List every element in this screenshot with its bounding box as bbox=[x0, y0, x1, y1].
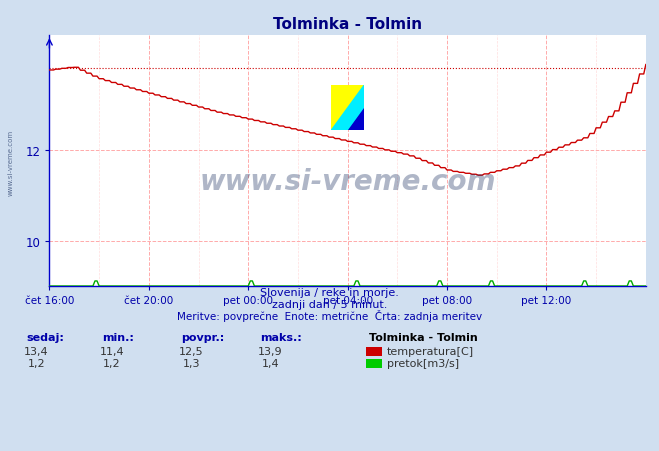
Text: min.:: min.: bbox=[102, 332, 134, 342]
Text: 13,9: 13,9 bbox=[258, 346, 283, 356]
Text: pretok[m3/s]: pretok[m3/s] bbox=[387, 358, 459, 368]
Text: 11,4: 11,4 bbox=[100, 346, 125, 356]
Text: 12,5: 12,5 bbox=[179, 346, 204, 356]
Text: 13,4: 13,4 bbox=[24, 346, 49, 356]
Polygon shape bbox=[331, 86, 364, 131]
Text: Slovenija / reke in morje.: Slovenija / reke in morje. bbox=[260, 287, 399, 297]
Text: Tolminka - Tolmin: Tolminka - Tolmin bbox=[369, 332, 478, 342]
Text: 1,2: 1,2 bbox=[28, 358, 45, 368]
Text: temperatura[C]: temperatura[C] bbox=[387, 346, 474, 356]
Polygon shape bbox=[348, 109, 364, 131]
Text: Meritve: povprečne  Enote: metrične  Črta: zadnja meritev: Meritve: povprečne Enote: metrične Črta:… bbox=[177, 309, 482, 321]
Polygon shape bbox=[331, 86, 364, 131]
Text: 1,3: 1,3 bbox=[183, 358, 200, 368]
Text: povpr.:: povpr.: bbox=[181, 332, 225, 342]
Title: Tolminka - Tolmin: Tolminka - Tolmin bbox=[273, 17, 422, 32]
Text: sedaj:: sedaj: bbox=[26, 332, 64, 342]
Text: zadnji dan / 5 minut.: zadnji dan / 5 minut. bbox=[272, 299, 387, 309]
Text: maks.:: maks.: bbox=[260, 332, 302, 342]
Text: www.si-vreme.com: www.si-vreme.com bbox=[8, 129, 14, 195]
Text: 1,4: 1,4 bbox=[262, 358, 279, 368]
Text: 1,2: 1,2 bbox=[103, 358, 121, 368]
Text: www.si-vreme.com: www.si-vreme.com bbox=[200, 167, 496, 195]
